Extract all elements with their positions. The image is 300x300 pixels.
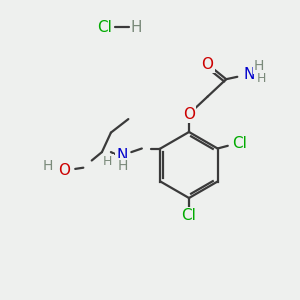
- Text: Cl: Cl: [182, 208, 196, 224]
- Text: N: N: [243, 67, 254, 82]
- Text: N: N: [117, 148, 128, 163]
- Text: H: H: [131, 20, 142, 34]
- Text: H: H: [254, 59, 264, 73]
- Text: H: H: [117, 160, 128, 173]
- Text: H: H: [43, 159, 53, 172]
- Text: O: O: [58, 163, 70, 178]
- Text: H: H: [256, 72, 266, 85]
- Text: Cl: Cl: [98, 20, 112, 34]
- Text: H: H: [103, 154, 112, 168]
- Text: O: O: [202, 57, 214, 72]
- Text: Cl: Cl: [232, 136, 247, 151]
- Text: O: O: [183, 106, 195, 122]
